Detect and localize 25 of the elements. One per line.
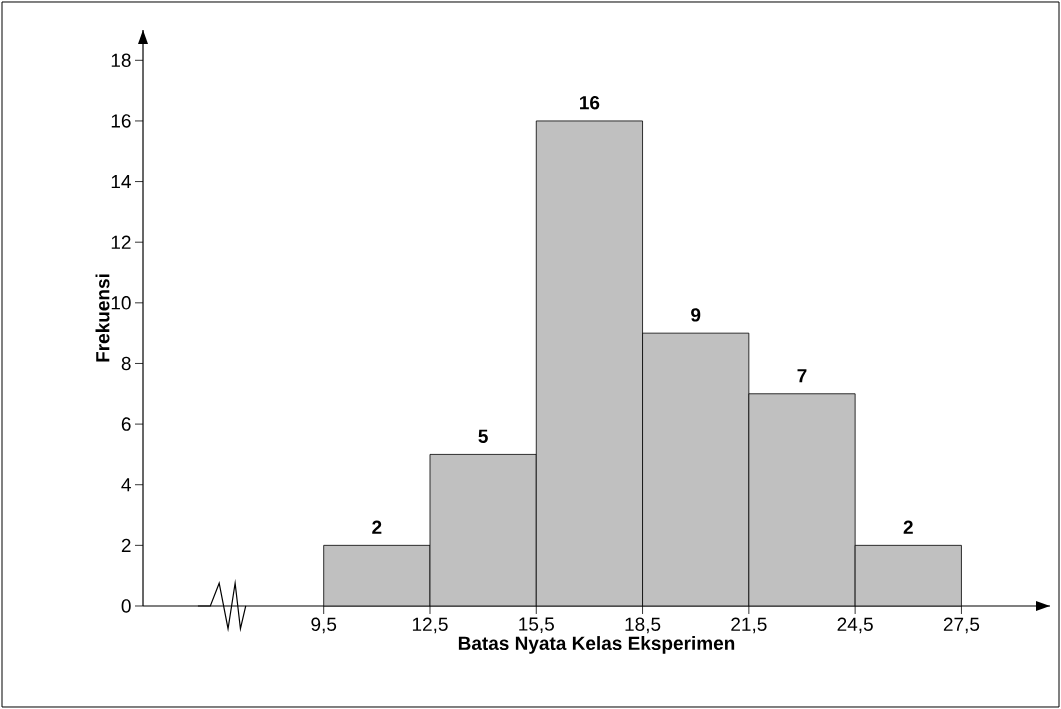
x-tick-label: 18,5 [625, 617, 661, 634]
data-label: 7 [797, 369, 807, 383]
y-tick-label: 8 [121, 356, 131, 371]
y-tick-label: 10 [111, 296, 131, 310]
y-tick-label: 4 [121, 478, 131, 492]
data-label: 16 [580, 95, 600, 110]
y-tick-label: 18 [111, 53, 131, 68]
y-tick-label: 14 [111, 175, 131, 189]
data-label: 9 [691, 308, 701, 322]
x-tick-label: 12,5 [412, 617, 448, 634]
x-tick-label: 9,5 [311, 617, 337, 634]
x-axis-title: Batas Nyata Kelas Eksperimen [458, 636, 735, 654]
data-label: 5 [478, 429, 488, 443]
y-tick-label: 6 [121, 417, 131, 431]
x-tick-label: 21,5 [731, 617, 767, 634]
x-tick-label: 15,5 [519, 617, 554, 634]
y-axis-title: Frekuensi [95, 274, 110, 362]
y-tick-label: 2 [121, 538, 131, 552]
x-tick-label: 27,5 [943, 617, 980, 634]
y-tick-label: 16 [111, 114, 131, 128]
data-label: 2 [372, 520, 382, 534]
y-tick-label: 0 [121, 599, 131, 613]
x-tick-label: 24,5 [837, 617, 873, 634]
y-tick-label: 12 [111, 235, 131, 249]
data-label: 2 [903, 520, 913, 534]
